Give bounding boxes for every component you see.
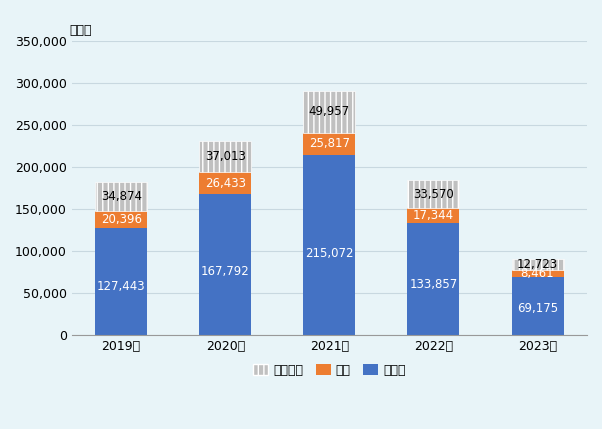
Bar <box>303 133 355 154</box>
Text: 37,013: 37,013 <box>205 150 246 163</box>
Text: 34,874: 34,874 <box>101 190 141 203</box>
Bar <box>408 208 459 223</box>
Bar <box>408 223 459 335</box>
Text: 12,723: 12,723 <box>517 258 558 271</box>
Text: 33,570: 33,570 <box>413 187 454 201</box>
Text: 8,461: 8,461 <box>521 267 554 280</box>
Bar <box>95 182 147 211</box>
Bar <box>512 270 563 277</box>
Text: 167,792: 167,792 <box>201 265 250 278</box>
Bar <box>303 154 355 335</box>
Legend: トラック, バス, 乗用車: トラック, バス, 乗用車 <box>248 359 411 382</box>
Bar <box>408 180 459 208</box>
Text: 17,344: 17,344 <box>413 209 454 222</box>
Text: 127,443: 127,443 <box>97 281 146 293</box>
Bar <box>512 259 563 270</box>
Text: 20,396: 20,396 <box>101 213 141 226</box>
Bar <box>512 277 563 335</box>
Text: 49,957: 49,957 <box>309 106 350 118</box>
Text: 25,817: 25,817 <box>309 137 350 150</box>
Text: 26,433: 26,433 <box>205 177 246 190</box>
Bar <box>199 141 251 172</box>
Text: 133,857: 133,857 <box>409 278 458 291</box>
Bar <box>95 228 147 335</box>
Text: （台）: （台） <box>69 24 92 37</box>
Bar <box>199 194 251 335</box>
Text: 69,175: 69,175 <box>517 302 558 315</box>
Bar <box>95 211 147 228</box>
Bar <box>199 172 251 194</box>
Text: 215,072: 215,072 <box>305 248 353 260</box>
Bar <box>303 91 355 133</box>
